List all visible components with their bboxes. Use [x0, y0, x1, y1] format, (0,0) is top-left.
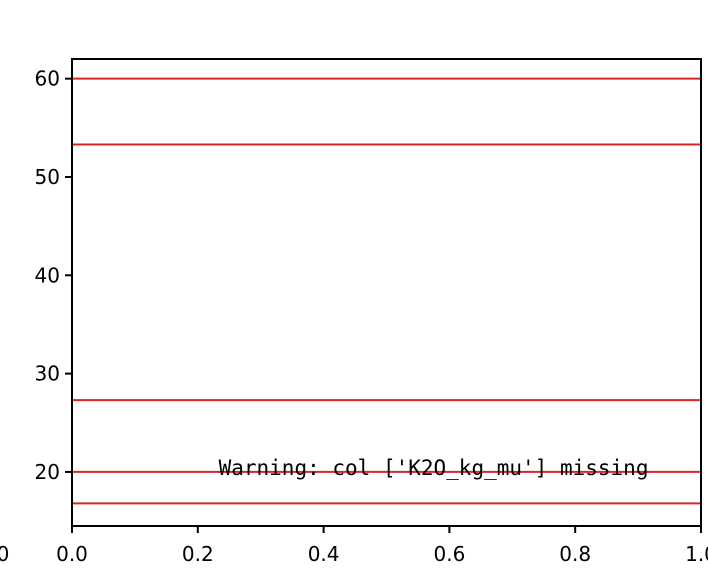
x-tick-label: 0.6: [433, 542, 465, 566]
y-axis-ticks: 20 30 40 50 60: [35, 67, 72, 484]
x-tick-label: 1.0: [685, 542, 708, 566]
x-tick-label-clipped: 0: [0, 542, 9, 566]
x-tick-label: 0.0: [56, 542, 88, 566]
y-tick-label: 30: [35, 362, 60, 386]
x-tick-label: 0.2: [182, 542, 214, 566]
y-tick-label: 50: [35, 165, 60, 189]
x-axis-ticks: 0.0 0.2 0.4 0.6 0.8 1.0 0: [0, 526, 708, 566]
axes-frame: [71, 58, 702, 527]
x-tick-label: 0.8: [559, 542, 591, 566]
y-tick-label: 40: [35, 263, 60, 287]
y-tick-label: 60: [35, 67, 60, 91]
x-tick-label: 0.4: [308, 542, 340, 566]
warning-annotation: Warning: col ['K2O_kg_mu'] missing: [219, 456, 649, 480]
horizontal-lines: [72, 77, 701, 505]
y-tick-label: 20: [35, 460, 60, 484]
